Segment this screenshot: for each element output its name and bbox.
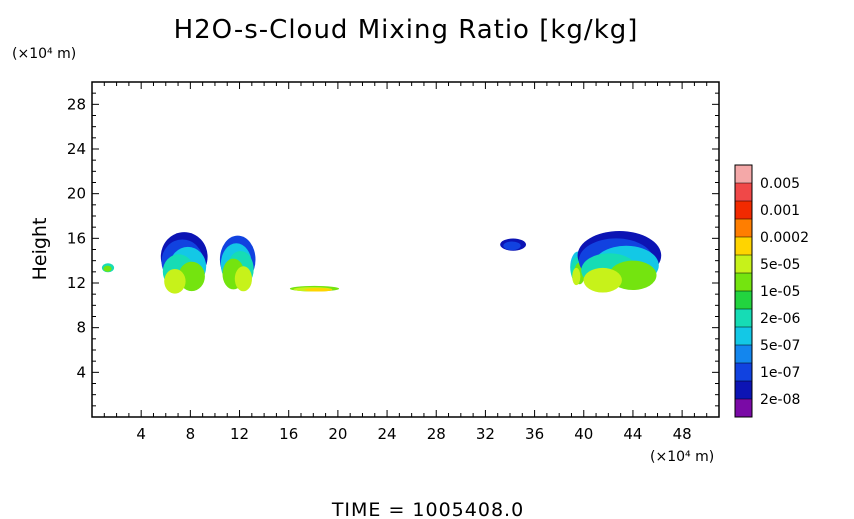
x-tick-label: 28: [427, 425, 446, 443]
colorbar-band: [735, 327, 752, 346]
colorbar-label: 0.001: [760, 203, 800, 219]
y-tick-label: 16: [67, 229, 86, 247]
colorbar-band: [735, 291, 752, 310]
colorbar-label: 5e-07: [760, 338, 800, 354]
x-axis-unit: (×10⁴ m): [650, 449, 714, 465]
y-axis-unit: (×10⁴ m): [12, 46, 76, 62]
colorbar-band: [735, 345, 752, 364]
x-tick-label: 44: [623, 425, 642, 443]
x-tick-label: 12: [230, 425, 249, 443]
cloud-region-stratiform-layer: [289, 285, 340, 292]
cloud-region-anvil-1: [160, 232, 208, 294]
y-tick-label: 24: [67, 140, 86, 158]
colorbar-band: [735, 399, 752, 418]
x-tick-label: 48: [673, 425, 692, 443]
x-tick-label: 8: [186, 425, 196, 443]
cloud-level-0.0002: [304, 288, 333, 292]
cloud-region-anvil-2: [219, 235, 256, 292]
x-tick-label: 24: [378, 425, 397, 443]
y-tick-label: 12: [67, 274, 86, 292]
colorbar-band: [735, 219, 752, 238]
y-tick-label: 8: [76, 319, 86, 337]
x-tick-label: 4: [136, 425, 146, 443]
time-label: TIME = 1005408.0: [331, 499, 524, 519]
colorbar-label: 0.005: [760, 176, 800, 192]
colorbar-frame: [734, 164, 753, 418]
colorbar-band: [735, 381, 752, 400]
cloud-level-1e-07: [503, 241, 521, 251]
chart-title: H2O-s-Cloud Mixing Ratio [kg/kg]: [174, 15, 639, 45]
colorbar: 0.005 0.001 0.0002 5e-05 1e-05 2e-06 5e-07 1e-0…: [734, 164, 809, 418]
colorbar-label: 2e-06: [760, 311, 800, 327]
y-tick-label: 28: [67, 95, 86, 113]
cloud-region-small-cell-left: [101, 263, 115, 273]
x-tick-label: 16: [279, 425, 298, 443]
colorbar-label: 1e-05: [760, 284, 800, 300]
y-tick-label: 20: [67, 185, 86, 203]
cloud-level-1e-05: [103, 265, 112, 272]
cloud-level-5e-05: [572, 267, 581, 286]
colorbar-label: 0.0002: [760, 230, 809, 246]
y-axis-label: Height: [29, 218, 51, 281]
colorbar-band: [735, 201, 752, 220]
cloud-field: [101, 231, 662, 294]
cloud-level-5e-05: [583, 267, 622, 293]
colorbar-band: [735, 273, 752, 292]
y-tick-label: 4: [76, 363, 86, 381]
cloud-region-small-cell-right: [500, 238, 526, 251]
colorbar-band: [735, 165, 752, 184]
colorbar-label: 1e-07: [760, 365, 800, 381]
colorbar-band: [735, 363, 752, 382]
x-tick-label: 36: [525, 425, 544, 443]
colorbar-label: 5e-05: [760, 257, 800, 273]
colorbar-label: 2e-08: [760, 392, 800, 408]
x-tick-label: 40: [574, 425, 593, 443]
colorbar-band: [735, 237, 752, 256]
colorbar-band: [735, 183, 752, 202]
cloud-level-5e-05: [164, 269, 186, 294]
x-tick-label: 32: [476, 425, 495, 443]
cloud-region-anvil-3: [577, 231, 662, 293]
x-tick-label: 20: [328, 425, 347, 443]
colorbar-band: [735, 255, 752, 274]
colorbar-band: [735, 309, 752, 328]
cloud-level-5e-05: [234, 266, 252, 292]
